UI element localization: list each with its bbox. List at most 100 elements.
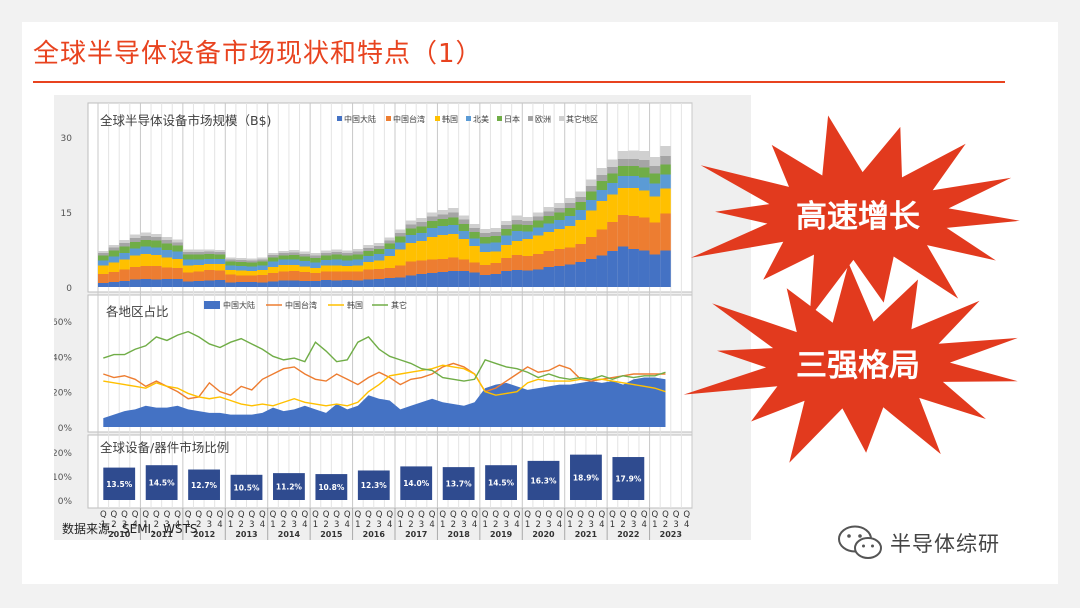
stacked-bar-segment [320, 255, 332, 260]
stacked-bar-segment [628, 188, 639, 216]
stacked-bar-segment [405, 275, 417, 287]
stacked-bar-segment [649, 196, 661, 223]
x-tick-label: 2 [196, 520, 201, 530]
stacked-bar-segment [511, 224, 523, 231]
line-韩国 [103, 364, 666, 407]
x-tick-label: 3 [673, 520, 678, 530]
x-tick-prefix: Q [111, 510, 118, 520]
stacked-bar-segment [341, 280, 353, 287]
stacked-bar-segment [320, 253, 332, 256]
stacked-bar-segment [395, 249, 406, 266]
stacked-bar-segment [617, 246, 629, 287]
stacked-bar-segment [532, 235, 544, 254]
stacked-bar-segment [119, 269, 130, 281]
stacked-bar-segment [119, 253, 130, 260]
stacked-bar-segment [331, 252, 342, 255]
stacked-bar-segment [416, 218, 427, 222]
stacked-bar-segment [596, 175, 608, 181]
x-tick-label: 2 [366, 520, 371, 530]
x-tick-prefix: Q [577, 510, 584, 520]
stacked-bar-segment [235, 262, 247, 266]
stacked-bar-segment [225, 261, 236, 266]
stacked-bar-segment [501, 258, 512, 271]
stacked-bar-segment [596, 181, 608, 190]
stacked-bar-segment [479, 265, 491, 275]
stacked-bar-segment [310, 281, 321, 287]
x-tick-prefix: Q [259, 510, 266, 520]
stacked-bar-segment [395, 265, 406, 278]
stacked-bar-segment [341, 266, 353, 272]
stacked-bar-segment [490, 263, 502, 274]
stacked-bar-segment [235, 266, 247, 271]
stacked-bar-segment [373, 254, 385, 261]
x-tick-label: 3 [122, 520, 127, 530]
stacked-bar-segment [172, 239, 183, 243]
stacked-bar-segment [182, 254, 194, 260]
stacked-bar-segment [352, 251, 364, 255]
annual-bar [442, 467, 475, 500]
stacked-bar-segment [522, 217, 533, 221]
stacked-bar-segment [193, 249, 205, 252]
stacked-bar-segment [193, 259, 205, 265]
x-tick-label: 2 [451, 520, 456, 530]
x-tick-label: 2 [620, 520, 625, 530]
stacked-bar-segment [193, 254, 205, 260]
stacked-bar-segment [416, 241, 427, 261]
x-tick-label: 4 [217, 520, 222, 530]
stacked-bar-segment [628, 166, 639, 176]
stacked-bar-segment [193, 271, 205, 281]
stacked-bar-segment [140, 266, 152, 279]
x-tick-label: 3 [292, 520, 297, 530]
y-tick-label: 40% [54, 353, 72, 363]
data-source: 数据来源：SEMI、WSTS [62, 522, 198, 536]
stacked-bar-segment [140, 236, 152, 240]
annual-bar [230, 474, 263, 500]
legend-label: 日本 [504, 114, 520, 124]
stacked-bar-segment [182, 252, 194, 255]
x-tick-label: 2 [663, 520, 668, 530]
x-tick-prefix: Q [641, 510, 648, 520]
stacked-bar-segment [532, 227, 544, 236]
y-tick-label: 15 [61, 209, 72, 219]
stacked-bar-segment [501, 235, 512, 245]
x-tick-prefix: Q [429, 510, 436, 520]
stacked-bar-segment [98, 260, 109, 266]
stacked-bar-segment [98, 265, 109, 274]
x-tick-prefix: Q [164, 510, 171, 520]
y-tick-label: 10% [54, 473, 72, 483]
stacked-bar-segment [490, 251, 502, 263]
stacked-bar-segment [363, 251, 374, 256]
stacked-bar-segment [98, 274, 109, 283]
y-tick-label: 0% [58, 497, 73, 507]
stacked-bar-segment [416, 233, 427, 241]
stacked-bar-segment [384, 249, 395, 256]
stacked-bar-segment [246, 262, 258, 267]
stacked-bar-segment [288, 265, 300, 271]
stacked-bar-segment [182, 249, 194, 252]
data-label: 12.7% [191, 481, 218, 490]
stacked-bar-segment [257, 282, 268, 287]
stacked-bar-segment [395, 233, 406, 237]
stacked-bar-segment [129, 234, 141, 238]
stacked-bar-segment [331, 249, 342, 252]
stacked-bar-segment [172, 242, 183, 246]
annual-bar [357, 470, 390, 500]
legend-label: 欧洲 [535, 114, 551, 124]
legend-label: 中国大陆 [344, 114, 376, 124]
x-tick-label: 1 [482, 520, 487, 530]
stacked-bar-segment [554, 212, 565, 220]
stacked-bar-segment [607, 251, 618, 287]
stacked-bar-segment [257, 261, 268, 266]
stacked-bar-segment [607, 194, 618, 222]
stacked-bar-segment [522, 225, 533, 232]
stacked-bar-segment [649, 166, 661, 174]
stacked-bar-segment [204, 259, 215, 264]
stacked-bar-segment [532, 254, 544, 270]
stacked-bar-segment [469, 224, 480, 228]
legend-label: 中国大陆 [223, 300, 255, 310]
x-year-label: 2013 [235, 530, 257, 539]
stacked-bar-segment [352, 259, 364, 266]
stacked-bar-segment [193, 252, 205, 255]
stacked-bar-segment [596, 168, 608, 175]
stacked-bar-segment [638, 190, 650, 218]
